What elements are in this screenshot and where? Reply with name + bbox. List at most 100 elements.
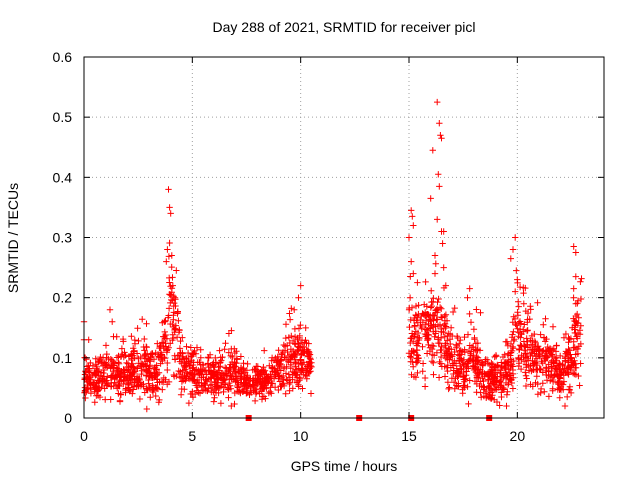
data-point bbox=[407, 339, 414, 347]
data-point bbox=[250, 377, 257, 384]
data-point bbox=[301, 348, 308, 355]
data-point bbox=[128, 376, 136, 383]
data-point bbox=[238, 364, 245, 371]
data-point bbox=[470, 326, 478, 333]
data-point bbox=[264, 375, 271, 382]
data-point bbox=[527, 352, 534, 360]
data-point bbox=[473, 373, 481, 381]
data-point bbox=[427, 195, 434, 202]
data-point bbox=[424, 337, 431, 344]
data-point bbox=[228, 345, 235, 353]
data-point bbox=[222, 340, 229, 347]
data-point bbox=[287, 365, 294, 372]
data-point bbox=[145, 366, 152, 374]
data-point bbox=[93, 371, 100, 378]
data-point bbox=[141, 335, 148, 343]
data-point bbox=[410, 373, 418, 380]
data-point bbox=[446, 384, 453, 391]
data-point bbox=[165, 312, 172, 319]
data-point bbox=[109, 318, 116, 325]
data-point bbox=[575, 314, 582, 321]
data-point bbox=[214, 379, 222, 387]
data-point bbox=[413, 340, 420, 347]
data-point bbox=[296, 332, 303, 340]
data-point bbox=[529, 361, 537, 369]
data-point bbox=[299, 385, 306, 392]
data-point bbox=[482, 371, 489, 378]
data-point bbox=[507, 352, 514, 359]
data-point bbox=[432, 330, 439, 337]
data-point bbox=[566, 383, 574, 390]
data-point bbox=[212, 359, 220, 366]
data-point bbox=[473, 347, 480, 354]
data-point bbox=[442, 323, 450, 330]
data-point bbox=[410, 222, 417, 229]
data-point bbox=[542, 367, 550, 375]
data-point bbox=[189, 351, 197, 358]
data-point bbox=[440, 329, 447, 336]
data-point bbox=[540, 321, 547, 328]
data-point bbox=[549, 385, 556, 392]
data-point bbox=[408, 335, 415, 342]
data-point bbox=[410, 270, 417, 277]
data-point bbox=[446, 336, 454, 343]
data-point bbox=[461, 378, 468, 385]
data-point bbox=[147, 353, 154, 361]
data-point bbox=[211, 394, 218, 401]
x-tick-label: 0 bbox=[80, 428, 88, 444]
data-point bbox=[410, 348, 417, 355]
data-point bbox=[288, 305, 295, 312]
data-point bbox=[566, 347, 573, 354]
data-point bbox=[124, 373, 131, 380]
data-point bbox=[422, 278, 429, 286]
data-point bbox=[406, 294, 414, 301]
data-point bbox=[277, 367, 284, 374]
data-point bbox=[524, 327, 531, 334]
data-point bbox=[545, 372, 552, 380]
data-point bbox=[185, 399, 193, 407]
data-point bbox=[566, 336, 573, 343]
data-point bbox=[507, 362, 514, 370]
data-point bbox=[416, 334, 423, 342]
data-point bbox=[491, 396, 498, 403]
data-point bbox=[205, 354, 212, 362]
data-point bbox=[143, 405, 150, 413]
data-point bbox=[306, 368, 313, 376]
data-point bbox=[129, 352, 136, 359]
data-point bbox=[536, 351, 543, 359]
data-point bbox=[144, 368, 151, 375]
data-point bbox=[304, 361, 312, 369]
data-point bbox=[473, 306, 480, 313]
data-point bbox=[232, 368, 239, 375]
data-point bbox=[135, 360, 142, 367]
data-point bbox=[465, 357, 473, 364]
data-point bbox=[225, 394, 232, 401]
data-point bbox=[295, 343, 302, 350]
data-point bbox=[545, 361, 552, 368]
data-point bbox=[430, 359, 437, 366]
data-point bbox=[501, 359, 508, 366]
data-point bbox=[177, 337, 184, 345]
data-point bbox=[190, 364, 197, 371]
data-point bbox=[549, 378, 557, 385]
data-point bbox=[431, 333, 438, 340]
data-point bbox=[91, 386, 98, 393]
data-point bbox=[474, 339, 481, 347]
data-point bbox=[229, 361, 236, 368]
data-point bbox=[444, 367, 451, 375]
data-point bbox=[489, 363, 497, 370]
data-point bbox=[262, 379, 270, 386]
data-point bbox=[527, 337, 534, 344]
data-point bbox=[532, 339, 539, 346]
data-point bbox=[182, 366, 189, 373]
data-point bbox=[308, 359, 315, 366]
data-point bbox=[548, 351, 556, 358]
data-point bbox=[508, 347, 516, 355]
data-point bbox=[297, 367, 304, 375]
data-point bbox=[113, 374, 121, 381]
y-tick-label: 0 bbox=[64, 410, 72, 426]
data-point bbox=[479, 361, 487, 368]
data-point bbox=[161, 355, 168, 362]
data-point bbox=[306, 351, 313, 358]
data-point bbox=[557, 352, 564, 360]
